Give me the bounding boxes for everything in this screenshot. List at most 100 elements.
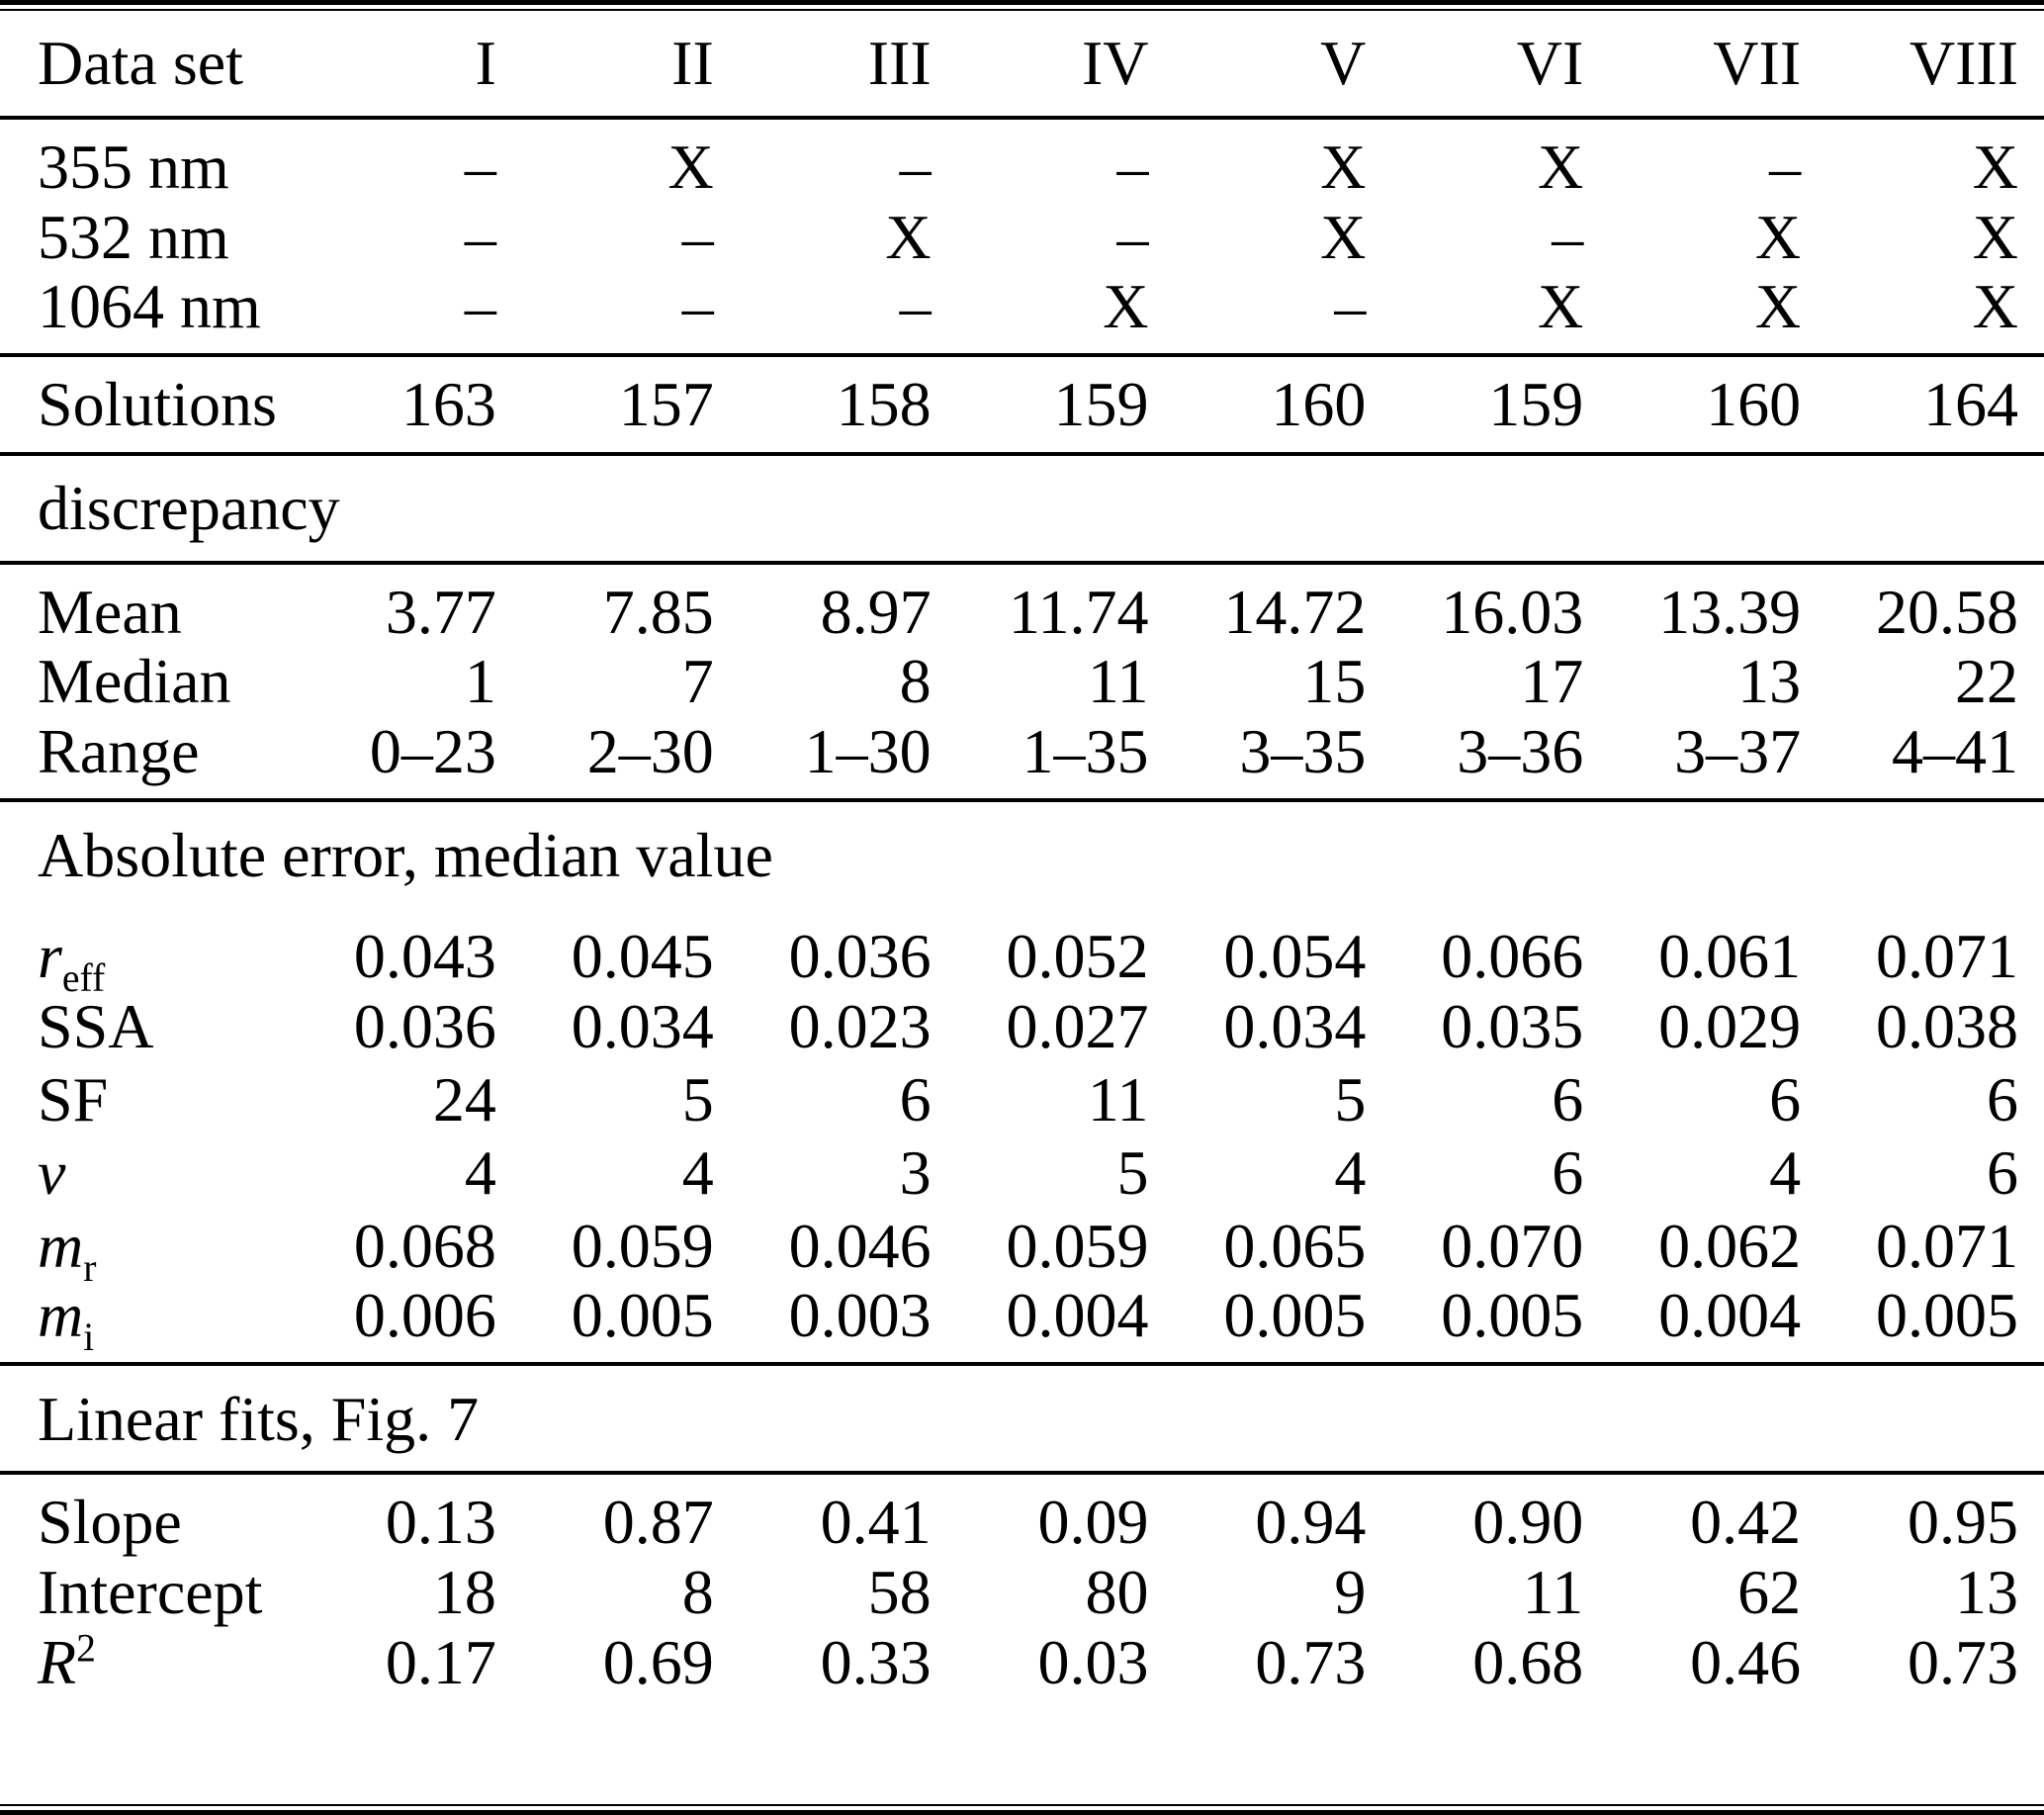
row-label: SF bbox=[0, 1062, 305, 1135]
column-header: IV bbox=[1081, 28, 1149, 99]
cell: 4 bbox=[1769, 1136, 1802, 1208]
row-label-text: Mean bbox=[38, 576, 182, 647]
cell: 7.85 bbox=[602, 576, 714, 647]
cell: 6 bbox=[1552, 1063, 1584, 1134]
section-heading: Linear fits, Fig. 7 bbox=[38, 1383, 480, 1454]
table-row: R2 0.17 0.69 0.33 0.03 0.73 0.68 0.46 0.73 bbox=[0, 1626, 2044, 1709]
cell: 0.045 bbox=[571, 920, 714, 991]
cell: 0.03 bbox=[1037, 1626, 1149, 1697]
row-label-subscript: i bbox=[83, 1315, 95, 1359]
cell: 160 bbox=[1271, 369, 1367, 440]
cell: 4 bbox=[1334, 1136, 1367, 1208]
cell: X bbox=[1754, 201, 1802, 272]
row-label-text: SF bbox=[38, 1063, 109, 1134]
cell: 0.061 bbox=[1658, 920, 1802, 991]
cell: 0.029 bbox=[1658, 990, 1802, 1061]
cell: 6 bbox=[1987, 1063, 2018, 1134]
table-bottom-rule-thin bbox=[0, 1804, 2044, 1806]
cell: – bbox=[1334, 271, 1367, 342]
cell: 11 bbox=[1087, 646, 1149, 717]
cell: X bbox=[1320, 132, 1367, 202]
cell: 9 bbox=[1334, 1556, 1367, 1627]
cell: 0.003 bbox=[788, 1280, 932, 1351]
cell: 3–36 bbox=[1457, 715, 1584, 786]
cell: 0.071 bbox=[1876, 920, 2018, 991]
cell: 157 bbox=[618, 369, 714, 440]
cell: 3 bbox=[899, 1136, 932, 1208]
cell: X bbox=[1754, 271, 1802, 342]
cell: X bbox=[1972, 201, 2018, 272]
row-label: R2 bbox=[0, 1626, 305, 1709]
table-row: reff 0.043 0.045 0.036 0.052 0.054 0.066 0.061 0… bbox=[0, 909, 2044, 998]
cell: – bbox=[1116, 132, 1149, 202]
cell: 13.39 bbox=[1658, 576, 1802, 647]
cell: 0.068 bbox=[353, 1210, 496, 1281]
row-label-text: r bbox=[38, 920, 62, 991]
cell: 11 bbox=[1087, 1063, 1149, 1134]
cell: X bbox=[1538, 132, 1584, 202]
cell: X bbox=[667, 132, 714, 202]
column-header: VIII bbox=[1909, 28, 2018, 99]
cell: 20.58 bbox=[1876, 576, 2018, 647]
row-label: Median bbox=[0, 645, 305, 718]
table-top-rule-thick bbox=[0, 0, 2044, 5]
row-label-text: 355 nm bbox=[38, 132, 229, 202]
cell: 17 bbox=[1520, 646, 1584, 717]
row-label: 355 nm bbox=[0, 118, 305, 200]
row-label-text: Median bbox=[38, 646, 231, 717]
cell: 3–37 bbox=[1674, 715, 1802, 786]
row-label: Slope bbox=[0, 1473, 305, 1555]
cell: – bbox=[899, 132, 932, 202]
cell: 6 bbox=[899, 1063, 932, 1134]
cell: 0.004 bbox=[1006, 1280, 1149, 1351]
row-label-text: m bbox=[38, 1210, 84, 1281]
cell: 0.070 bbox=[1441, 1210, 1584, 1281]
cell: 11.74 bbox=[1008, 576, 1149, 647]
cell: 160 bbox=[1706, 369, 1802, 440]
table-bottom-rule-thick bbox=[0, 1810, 2044, 1815]
cell: – bbox=[1116, 201, 1149, 272]
cell: X bbox=[1538, 271, 1584, 342]
cell: 0.065 bbox=[1223, 1210, 1367, 1281]
cell: 0.94 bbox=[1255, 1487, 1367, 1558]
cell: 0.036 bbox=[353, 990, 496, 1061]
table-top-rule-thin bbox=[0, 9, 2044, 11]
cell: 13 bbox=[1737, 646, 1802, 717]
cell: 15 bbox=[1302, 646, 1367, 717]
cell: 3–35 bbox=[1239, 715, 1367, 786]
row-label: Range bbox=[0, 718, 305, 800]
cell: 0.68 bbox=[1472, 1626, 1584, 1697]
row-label: 1064 nm bbox=[0, 273, 305, 355]
cell: 4–41 bbox=[1892, 715, 2018, 786]
cell: 0–23 bbox=[369, 715, 496, 786]
cell: 159 bbox=[1488, 369, 1584, 440]
cell: 5 bbox=[681, 1063, 714, 1134]
table-row: 532 nm – – X – X – X X bbox=[0, 200, 2044, 273]
row-label: mr bbox=[0, 1209, 305, 1287]
column-header: VI bbox=[1516, 28, 1584, 99]
cell: 0.69 bbox=[602, 1626, 714, 1697]
cell: 158 bbox=[836, 369, 932, 440]
cell: X bbox=[1320, 201, 1367, 272]
row-label: 532 nm bbox=[0, 200, 305, 273]
cell: 0.027 bbox=[1006, 990, 1149, 1061]
cell: 159 bbox=[1053, 369, 1149, 440]
cell: 8.97 bbox=[820, 576, 932, 647]
cell: 0.035 bbox=[1441, 990, 1584, 1061]
cell: X bbox=[885, 201, 932, 272]
row-label-superscript: 2 bbox=[76, 1626, 96, 1671]
column-header: III bbox=[867, 28, 932, 99]
header-label: Data set bbox=[38, 28, 243, 99]
table-row: Range 0–23 2–30 1–30 1–35 3–35 3–36 3–37 4–41 bbox=[0, 718, 2044, 800]
cell: X bbox=[1972, 132, 2018, 202]
cell: 1–35 bbox=[1022, 715, 1149, 786]
cell: 0.023 bbox=[788, 990, 932, 1061]
cell: 0.046 bbox=[788, 1210, 932, 1281]
table-row: Mean 3.77 7.85 8.97 11.74 14.72 16.03 13.39 20.5… bbox=[0, 563, 2044, 645]
row-label: Mean bbox=[0, 563, 305, 645]
cell: 0.73 bbox=[1255, 1626, 1367, 1697]
cell: 0.052 bbox=[1006, 920, 1149, 991]
row-label-text: m bbox=[38, 1280, 84, 1351]
cell: 13 bbox=[1955, 1556, 2018, 1627]
